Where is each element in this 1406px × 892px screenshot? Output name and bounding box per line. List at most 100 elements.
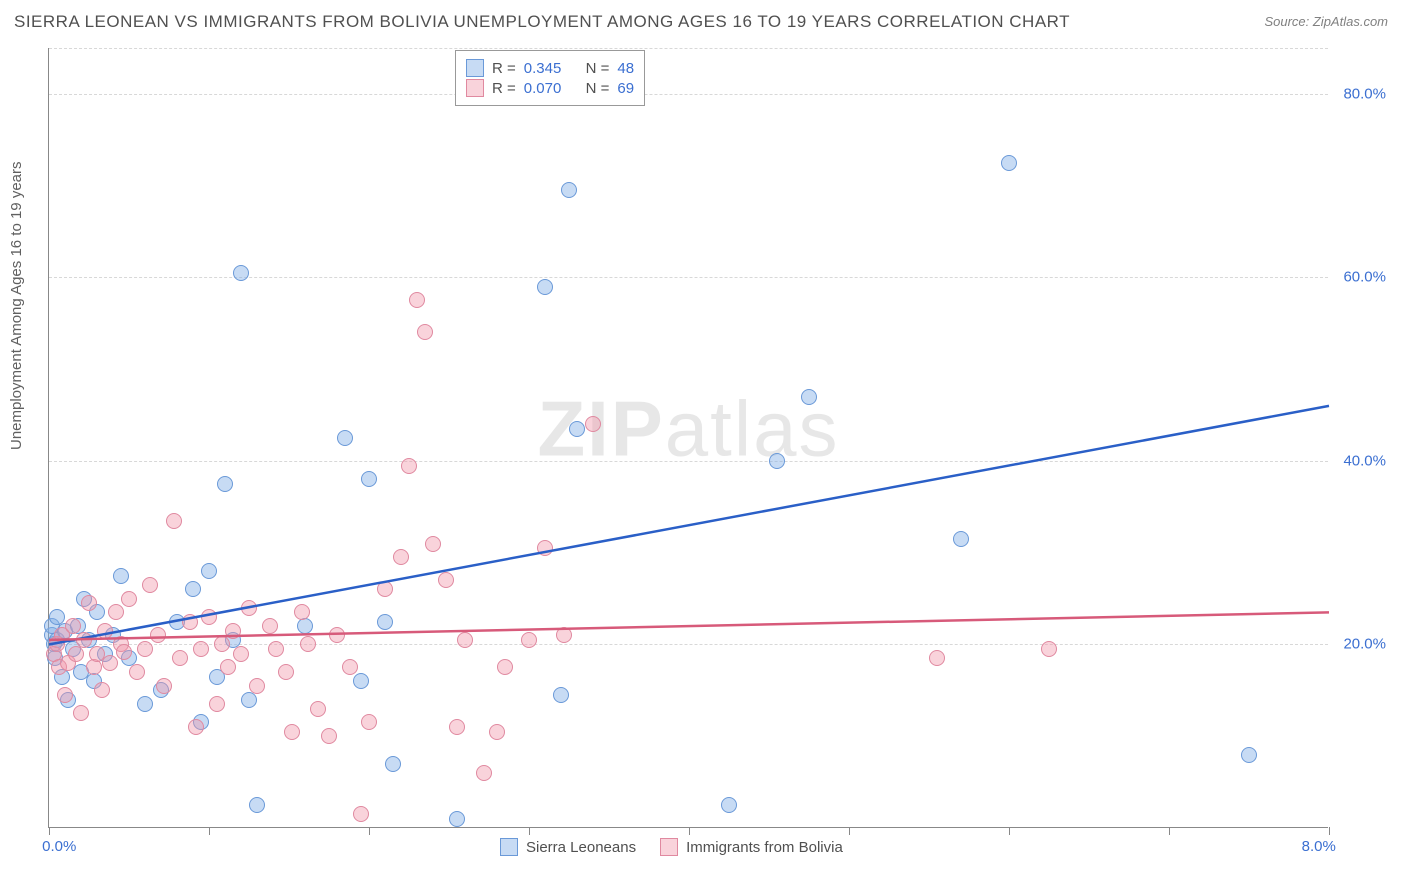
legend-r-label: R = — [492, 60, 516, 77]
scatter-point — [156, 678, 172, 694]
scatter-point — [953, 531, 969, 547]
scatter-point — [185, 581, 201, 597]
scatter-point — [1001, 155, 1017, 171]
scatter-point — [172, 650, 188, 666]
scatter-point — [556, 627, 572, 643]
scatter-point — [497, 659, 513, 675]
scatter-point — [769, 453, 785, 469]
scatter-point — [425, 536, 441, 552]
scatter-point — [297, 618, 313, 634]
y-tick-label: 80.0% — [1336, 85, 1386, 102]
scatter-point — [537, 540, 553, 556]
legend-series-label: Immigrants from Bolivia — [686, 839, 843, 856]
scatter-point — [801, 389, 817, 405]
gridline — [49, 48, 1328, 49]
legend-n-value: 69 — [617, 80, 634, 97]
legend-swatch — [466, 79, 484, 97]
scatter-point — [86, 659, 102, 675]
scatter-point — [457, 632, 473, 648]
scatter-point — [300, 636, 316, 652]
scatter-point — [476, 765, 492, 781]
scatter-point — [57, 687, 73, 703]
scatter-point — [278, 664, 294, 680]
scatter-point — [310, 701, 326, 717]
x-tick-label: 8.0% — [1302, 838, 1336, 855]
scatter-point — [182, 614, 198, 630]
y-tick-label: 20.0% — [1336, 636, 1386, 653]
scatter-point — [76, 632, 92, 648]
legend-swatch — [466, 59, 484, 77]
x-tick — [529, 827, 530, 835]
source-label: Source: ZipAtlas.com — [1264, 14, 1388, 29]
scatter-point — [249, 797, 265, 813]
legend-series: Sierra Leoneans Immigrants from Bolivia — [500, 838, 843, 856]
scatter-point — [284, 724, 300, 740]
legend-item: Immigrants from Bolivia — [660, 838, 843, 856]
scatter-point — [137, 696, 153, 712]
scatter-point — [97, 623, 113, 639]
scatter-point — [329, 627, 345, 643]
scatter-point — [337, 430, 353, 446]
scatter-point — [113, 568, 129, 584]
x-tick — [689, 827, 690, 835]
scatter-point — [241, 692, 257, 708]
scatter-point — [409, 292, 425, 308]
x-tick — [1169, 827, 1170, 835]
scatter-point — [233, 646, 249, 662]
watermark-bold: ZIP — [537, 384, 664, 472]
legend-item: Sierra Leoneans — [500, 838, 636, 856]
scatter-point — [342, 659, 358, 675]
gridline — [49, 461, 1328, 462]
chart-title: SIERRA LEONEAN VS IMMIGRANTS FROM BOLIVI… — [14, 12, 1070, 32]
x-tick — [49, 827, 50, 835]
scatter-point — [188, 719, 204, 735]
scatter-point — [417, 324, 433, 340]
scatter-point — [294, 604, 310, 620]
gridline — [49, 94, 1328, 95]
legend-r-value: 0.070 — [524, 80, 562, 97]
scatter-point — [553, 687, 569, 703]
plot-area: ZIPatlas 20.0%40.0%60.0%80.0%0.0%8.0% — [48, 48, 1328, 828]
scatter-point — [438, 572, 454, 588]
scatter-point — [73, 705, 89, 721]
scatter-point — [537, 279, 553, 295]
scatter-point — [268, 641, 284, 657]
trend-line-bolivia — [49, 612, 1329, 640]
x-tick-label: 0.0% — [42, 838, 76, 855]
scatter-point — [569, 421, 585, 437]
scatter-point — [361, 471, 377, 487]
scatter-point — [1241, 747, 1257, 763]
scatter-point — [220, 659, 236, 675]
legend-n-label: N = — [586, 80, 610, 97]
legend-stats-row: R = 0.345 N = 48 — [466, 59, 634, 77]
legend-r-value: 0.345 — [524, 60, 562, 77]
scatter-point — [129, 664, 145, 680]
x-tick — [369, 827, 370, 835]
scatter-point — [201, 609, 217, 625]
scatter-point — [225, 623, 241, 639]
legend-n-label: N = — [586, 60, 610, 77]
legend-stats-box: R = 0.345 N = 48 R = 0.070 N = 69 — [455, 50, 645, 106]
scatter-point — [393, 549, 409, 565]
scatter-point — [561, 182, 577, 198]
scatter-point — [214, 636, 230, 652]
scatter-point — [209, 696, 225, 712]
scatter-point — [385, 756, 401, 772]
scatter-point — [233, 265, 249, 281]
scatter-point — [116, 644, 132, 660]
legend-r-label: R = — [492, 80, 516, 97]
scatter-point — [65, 618, 81, 634]
scatter-point — [142, 577, 158, 593]
scatter-point — [929, 650, 945, 666]
scatter-point — [585, 416, 601, 432]
legend-series-label: Sierra Leoneans — [526, 839, 636, 856]
scatter-point — [377, 614, 393, 630]
scatter-point — [217, 476, 233, 492]
x-tick — [209, 827, 210, 835]
scatter-point — [449, 719, 465, 735]
scatter-point — [193, 641, 209, 657]
legend-n-value: 48 — [617, 60, 634, 77]
scatter-point — [521, 632, 537, 648]
scatter-point — [353, 806, 369, 822]
scatter-point — [241, 600, 257, 616]
